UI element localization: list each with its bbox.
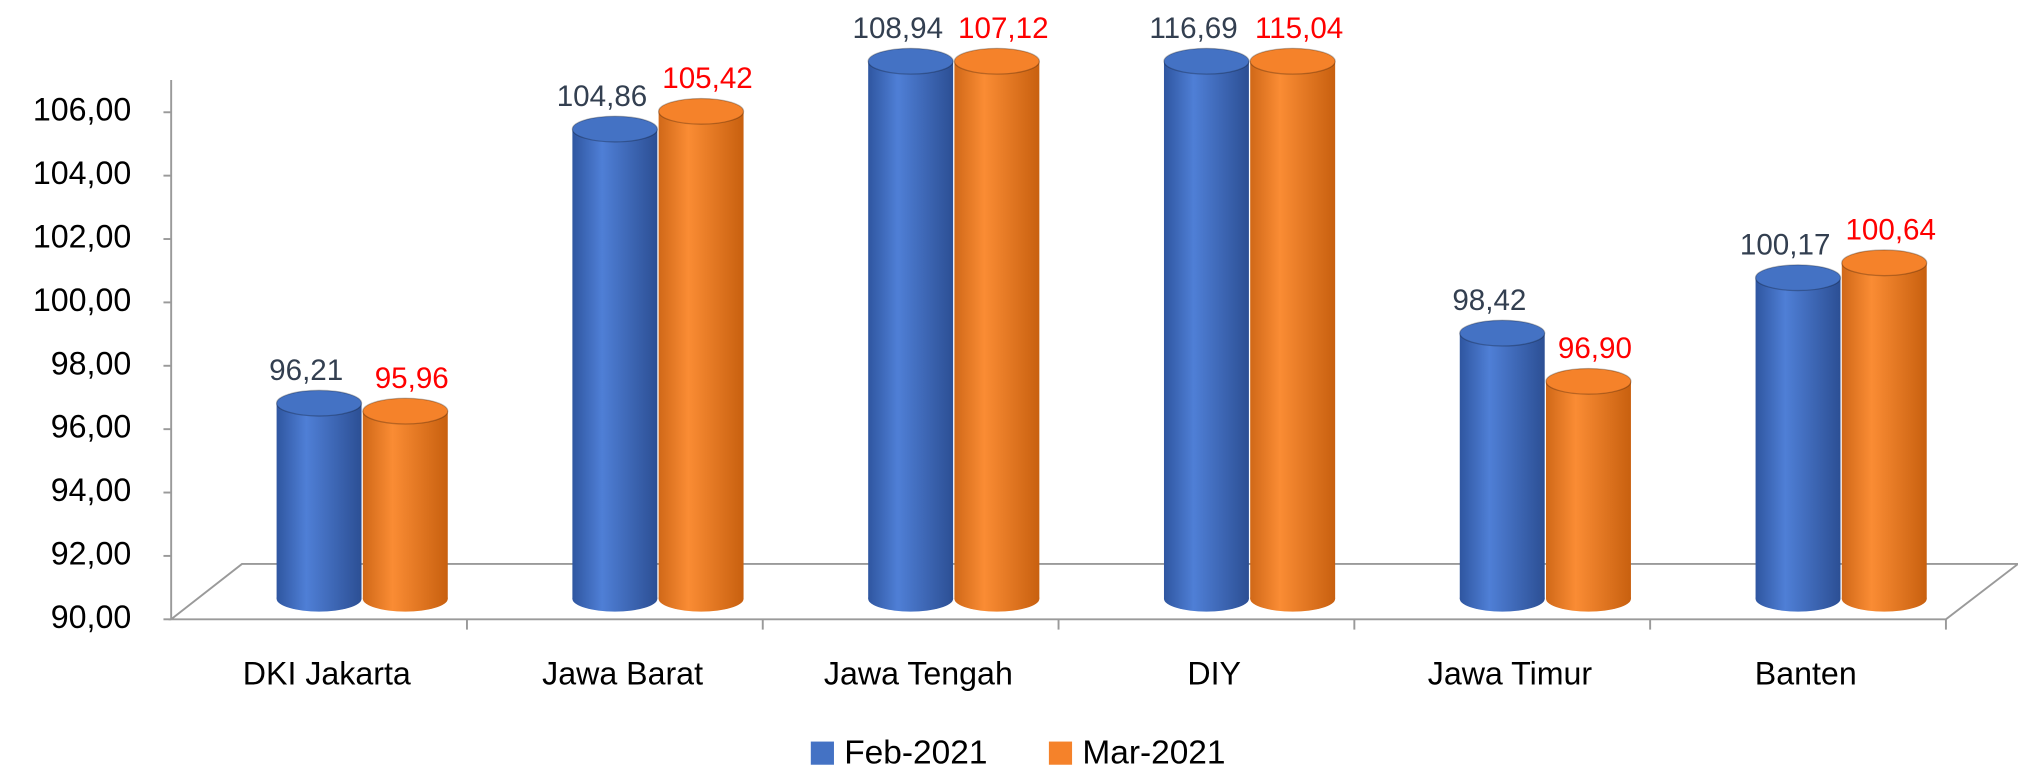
- bar-top: [867, 47, 954, 75]
- bar-base: [954, 585, 1040, 612]
- bar-base: [572, 585, 658, 612]
- y-tick-label: 94,00: [51, 472, 131, 508]
- bar-body: [1545, 381, 1631, 599]
- bar-base: [1755, 585, 1841, 612]
- value-label: 104,86: [557, 80, 648, 113]
- y-tick-label: 100,00: [33, 282, 131, 318]
- bar-base: [1545, 585, 1631, 612]
- y-tick-label: 96,00: [51, 409, 131, 445]
- x-tick-label: Jawa Timur: [1428, 655, 1593, 691]
- bar-body: [954, 61, 1040, 599]
- bar: [571, 115, 658, 612]
- floor: [168, 562, 2018, 621]
- value-label: 116,69: [1149, 12, 1237, 45]
- bar-base: [1250, 585, 1336, 612]
- y-tick-label: 92,00: [51, 535, 131, 571]
- bar-top: [1754, 264, 1842, 292]
- bar-body: [1163, 61, 1249, 599]
- bar: [275, 389, 363, 612]
- value-label: 108,94: [853, 12, 944, 45]
- bar-body: [362, 411, 448, 599]
- bar-body: [658, 111, 744, 599]
- x-tick-label: Jawa Barat: [542, 655, 703, 691]
- bar: [1841, 249, 1928, 612]
- value-label: 96,21: [269, 354, 343, 387]
- bar-base: [276, 585, 362, 612]
- bar-base: [868, 585, 954, 612]
- x-tick-label: DKI Jakarta: [243, 655, 411, 691]
- y-tick-label: 104,00: [33, 155, 131, 191]
- bar-top: [275, 389, 363, 417]
- bar: [657, 97, 745, 612]
- value-label: 100,17: [1740, 229, 1831, 262]
- legend-swatch: [810, 741, 834, 765]
- value-label: 105,42: [662, 62, 753, 95]
- value-label: 95,96: [375, 362, 449, 395]
- bar-base: [1163, 585, 1249, 612]
- bar-top: [1841, 249, 1928, 277]
- bar-top: [657, 97, 745, 125]
- bar-body: [1459, 333, 1545, 599]
- bar: [1545, 367, 1632, 612]
- bar-top: [571, 115, 658, 143]
- bar-body: [276, 403, 362, 599]
- bar: [867, 47, 954, 612]
- bar-top: [362, 397, 449, 425]
- legend-label: Feb-2021: [844, 734, 987, 771]
- y-tick-label: 98,00: [51, 345, 131, 381]
- bar-base: [362, 585, 448, 612]
- bar-body: [868, 61, 954, 599]
- y-tick-label: 90,00: [51, 599, 131, 635]
- value-label: 98,42: [1452, 284, 1526, 317]
- value-label: 100,64: [1845, 214, 1936, 247]
- x-tick-label: DIY: [1187, 655, 1241, 691]
- bar-top: [1163, 47, 1250, 75]
- bar: [362, 397, 449, 612]
- x-tick-label: Banten: [1755, 655, 1857, 691]
- value-label: 96,90: [1558, 332, 1632, 365]
- value-label: 107,12: [958, 12, 1049, 45]
- legend-swatch: [1048, 741, 1073, 765]
- y-tick-label: 102,00: [33, 219, 131, 255]
- bar-top: [1249, 47, 1336, 75]
- bar: [1249, 47, 1336, 612]
- bar: [1754, 264, 1842, 612]
- bar-body: [1250, 61, 1336, 599]
- bar-body: [572, 129, 658, 599]
- bar-top: [1459, 319, 1546, 347]
- bar-base: [1841, 585, 1927, 612]
- y-tick-label: 106,00: [33, 92, 131, 128]
- bar-top: [953, 47, 1040, 75]
- bar-base: [658, 585, 744, 612]
- bar: [1459, 319, 1546, 612]
- legend-label: Mar-2021: [1082, 734, 1225, 771]
- bar: [953, 47, 1040, 612]
- bar-body: [1841, 262, 1927, 599]
- bar: [1163, 47, 1250, 612]
- x-tick-label: Jawa Tengah: [824, 655, 1013, 691]
- bar-base: [1459, 585, 1545, 612]
- value-label: 115,04: [1255, 12, 1343, 45]
- bar-top: [1545, 367, 1632, 395]
- bar-body: [1755, 277, 1841, 599]
